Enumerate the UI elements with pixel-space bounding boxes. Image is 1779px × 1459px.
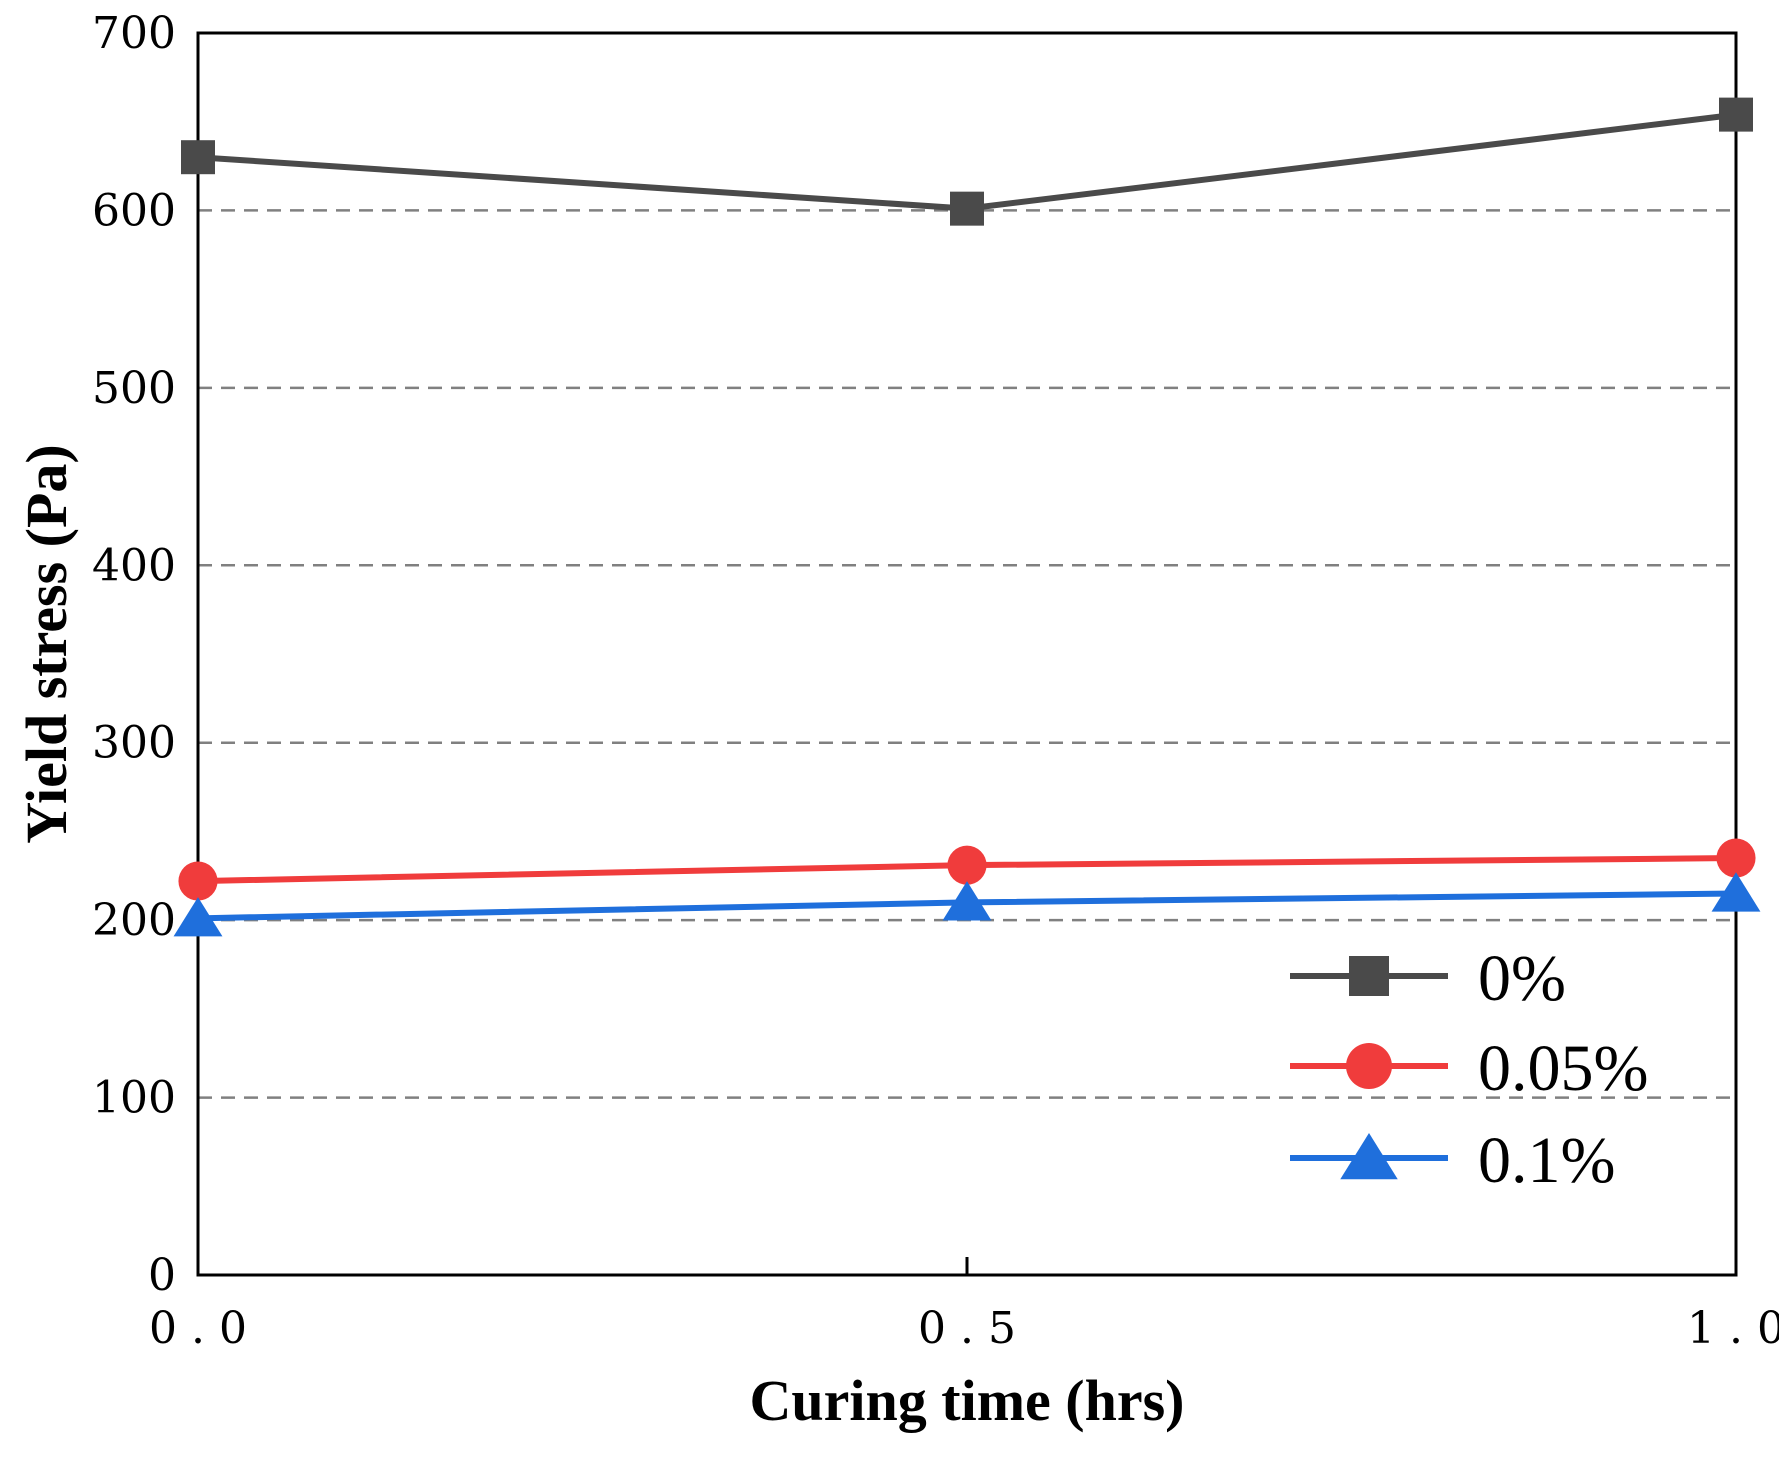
series-2 [173, 872, 1761, 937]
legend-marker-0 [1349, 956, 1389, 996]
x-tick-label-0: 0 . 0 [149, 1303, 247, 1354]
point-0-0 [181, 140, 215, 175]
axis-ticks: 0 100 200 300 400 500 600 700 0 . 0 0 . 5 1 . 0 [92, 8, 1779, 1354]
y-tick-label-4: 400 [92, 540, 176, 591]
y-tick-label-2: 200 [92, 895, 176, 946]
legend-marker-2 [1340, 1133, 1398, 1180]
y-axis-title: Yield stress (Pa) [14, 444, 79, 844]
point-2-2 [1711, 872, 1761, 912]
series-group [173, 97, 1761, 937]
legend-marker-1 [1346, 1043, 1392, 1089]
legend-label-2: 0.1% [1478, 1124, 1615, 1197]
point-0-1 [950, 191, 984, 226]
x-tick-label-2: 1 . 0 [1687, 1303, 1779, 1354]
point-2-1 [942, 881, 992, 921]
point-1-0 [178, 861, 218, 901]
series-0 [181, 97, 1753, 226]
x-tick-label-1: 0 . 5 [918, 1303, 1016, 1354]
y-tick-label-7: 700 [92, 8, 176, 59]
point-0-2 [1719, 97, 1753, 132]
y-tick-label-5: 500 [92, 363, 176, 414]
point-2-0 [173, 897, 223, 937]
y-tick-label-3: 300 [92, 718, 176, 769]
point-1-2 [1716, 838, 1756, 878]
legend: 0% 0.05% 0.1% [1290, 942, 1648, 1197]
y-tick-label-0: 0 [148, 1250, 176, 1301]
point-1-1 [947, 845, 987, 885]
y-tick-label-6: 600 [92, 185, 176, 236]
series-1 [178, 838, 1756, 901]
y-tick-label-1: 100 [92, 1073, 176, 1124]
legend-label-1: 0.05% [1478, 1032, 1648, 1105]
x-axis-title: Curing time (hrs) [750, 1368, 1185, 1433]
legend-label-0: 0% [1478, 942, 1566, 1015]
